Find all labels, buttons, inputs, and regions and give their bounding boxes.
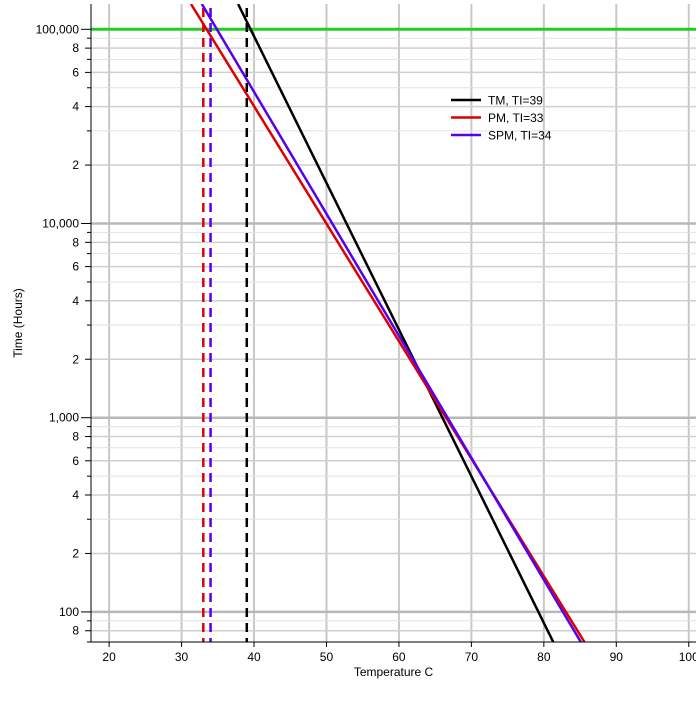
- y-minor-tick-label: 8: [72, 430, 79, 444]
- y-minor-tick-label: 8: [72, 41, 79, 55]
- series-line-0: [236, 4, 555, 642]
- series-lines: [189, 4, 586, 642]
- y-major-tick-label: 1,000: [49, 411, 79, 425]
- y-major-tick-label: 10,000: [42, 217, 79, 231]
- x-tick-label: 70: [465, 650, 479, 664]
- x-tick-label: 100: [679, 650, 696, 664]
- y-minor-tick-label: 2: [72, 352, 79, 366]
- x-tick-label: 20: [102, 650, 116, 664]
- x-tick-label: 40: [247, 650, 261, 664]
- y-minor-tick-label: 6: [72, 260, 79, 274]
- legend-label-2: SPM, TI=34: [488, 129, 552, 143]
- y-minor-tick-label: 8: [72, 624, 79, 638]
- y-minor-tick-label: 6: [72, 65, 79, 79]
- y-minor-tick-label: 2: [72, 158, 79, 172]
- x-axis-label: Temperature C: [354, 665, 434, 679]
- x-tick-label: 90: [610, 650, 624, 664]
- legend-label-1: PM, TI=33: [488, 111, 544, 125]
- grid: [91, 4, 696, 643]
- y-minor-tick-label: 6: [72, 454, 79, 468]
- x-tick-label: 80: [537, 650, 551, 664]
- y-major-tick-label: 100,000: [36, 22, 80, 36]
- y-axis-label: Time (Hours): [11, 288, 25, 358]
- legend-label-0: TM, TI=39: [488, 94, 543, 108]
- y-major-tick-label: 100: [59, 605, 79, 619]
- y-minor-tick-label: 4: [72, 294, 79, 308]
- legend: TM, TI=39 PM, TI=33 SPM, TI=34: [451, 94, 552, 143]
- x-tick-label: 50: [320, 650, 334, 664]
- x-tick-label: 30: [175, 650, 189, 664]
- y-minor-tick-label: 2: [72, 546, 79, 560]
- y-minor-tick-label: 8: [72, 235, 79, 249]
- reference-lines: [91, 8, 696, 642]
- x-tick-label: 60: [392, 650, 406, 664]
- series-line-2: [200, 4, 582, 642]
- x-axis-ticks: 20 30 40 50 60 70 80 90 100: [102, 642, 696, 664]
- y-minor-tick-label: 4: [72, 100, 79, 114]
- y-axis-ticks: 100 1,000 10,000 100,000 8 2 4 6 8 2 4 6 8 2 4 6 8: [36, 22, 91, 643]
- y-minor-tick-label: 4: [72, 488, 79, 502]
